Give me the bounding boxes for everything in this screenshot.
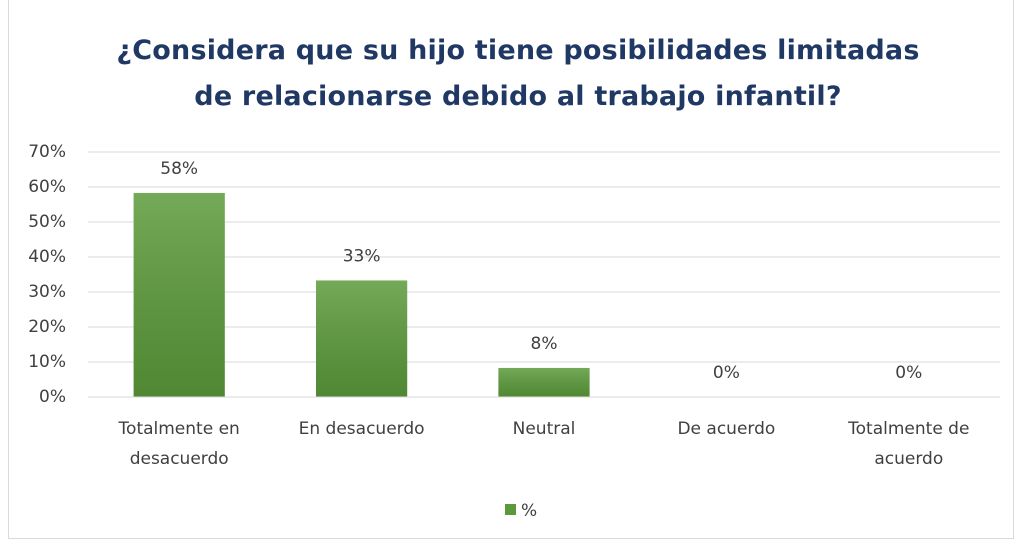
y-tick-label: 50%	[28, 212, 66, 232]
y-tick-label: 20%	[28, 317, 66, 337]
x-tick-label: En desacuerdo	[298, 419, 425, 439]
data-label: 33%	[343, 246, 381, 266]
legend-label: %	[521, 501, 537, 521]
x-tick-label: Totalmente de acuerdo	[848, 419, 970, 469]
x-tick-label: Totalmente en desacuerdo	[118, 419, 240, 469]
y-tick-label: 30%	[28, 282, 66, 302]
y-tick-label: 60%	[28, 177, 66, 197]
y-tick-label: 0%	[39, 387, 66, 407]
chart-frame	[8, 0, 1014, 539]
x-tick-label: Neutral	[512, 419, 576, 439]
data-label: 0%	[713, 363, 740, 383]
y-tick-label: 10%	[28, 352, 66, 372]
x-tick-label: De acuerdo	[677, 419, 776, 439]
bar-shade	[316, 280, 408, 397]
y-tick-label: 70%	[28, 142, 66, 162]
data-label: 0%	[895, 363, 922, 383]
bar-shade	[498, 367, 590, 397]
legend-swatch	[505, 504, 516, 515]
chart-title: ¿Considera que su hijo tiene posibilidad…	[116, 35, 920, 112]
y-tick-label: 40%	[28, 247, 66, 267]
bar-shade	[133, 192, 225, 397]
data-label: 8%	[531, 334, 558, 354]
data-label: 58%	[160, 159, 198, 179]
